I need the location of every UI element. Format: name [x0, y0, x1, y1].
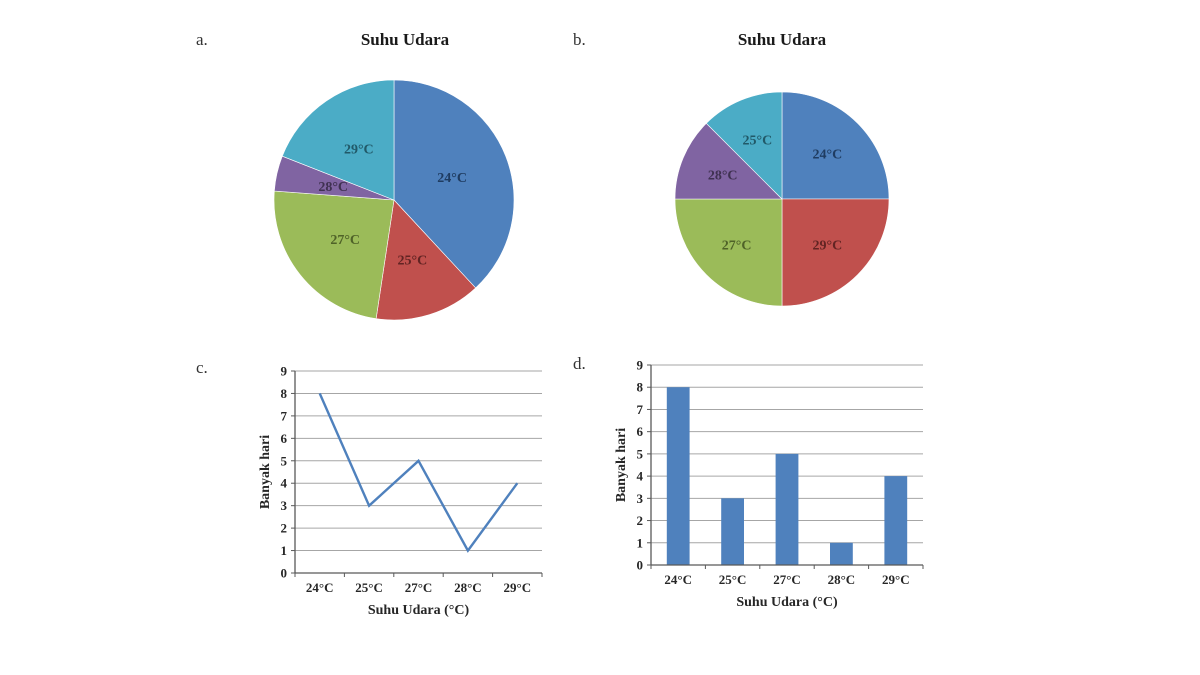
x-axis-title: Suhu Udara (°C) [736, 595, 838, 610]
bar-28c [830, 542, 853, 565]
x-category-label-28c: 28°C [828, 572, 856, 587]
y-tick-label: 9 [637, 358, 644, 373]
pie-slice-label-29c: 29°C [813, 238, 843, 253]
pie-slice-label-28c: 28°C [318, 180, 348, 195]
panel-letter-b: b. [573, 30, 586, 49]
y-tick-label: 3 [281, 498, 288, 513]
y-tick-label: 7 [637, 402, 644, 417]
x-category-label-25c: 25°C [719, 572, 747, 587]
pie-slice-25c [375, 199, 477, 321]
chart-title-a: Suhu Udara [360, 30, 450, 49]
bar-24c [666, 387, 690, 565]
x-category-label-28c: 28°C [454, 580, 482, 595]
x-category-label-24c: 24°C [664, 572, 692, 587]
y-tick-label: 2 [637, 513, 644, 528]
bar-chart-d: 0 1 2 3 4 5 6 7 8 9 24°C 25°C 27°C 28°C 29°C Suhu Udara… [614, 358, 924, 610]
y-tick-label: 5 [281, 453, 288, 468]
y-axis-title: Banyak hari [614, 428, 629, 502]
x-category-label-27c: 27°C [773, 572, 801, 587]
pie-slice-29c [281, 79, 395, 201]
pie-slice-label-25c: 25°C [398, 254, 428, 269]
bar-29c [884, 476, 908, 565]
y-tick-label: 5 [637, 446, 644, 461]
pie-slice-label-24c: 24°C [437, 171, 467, 186]
pie-slice-28c [674, 122, 783, 200]
pie-slice-label-29c: 29°C [344, 142, 374, 157]
pie-slice-27c [674, 198, 783, 307]
pie-slice-label-24c: 24°C [813, 148, 843, 163]
y-tick-label: 8 [281, 386, 288, 401]
x-category-label-29c: 29°C [504, 580, 532, 595]
pie-slice-25c [705, 91, 783, 200]
y-tick-label: 1 [281, 543, 288, 558]
pie-slice-label-27c: 27°C [330, 233, 360, 248]
y-tick-label: 6 [637, 424, 644, 439]
panel-letter-a: a. [196, 30, 208, 49]
x-category-label-25c: 25°C [355, 580, 383, 595]
pie-slice-27c [273, 190, 395, 320]
x-category-label-27c: 27°C [405, 580, 433, 595]
y-tick-label: 2 [281, 521, 288, 536]
y-tick-label: 6 [281, 431, 288, 446]
pie-slice-label-27c: 27°C [722, 238, 752, 253]
bar-27c [775, 453, 799, 565]
y-tick-label: 0 [281, 566, 288, 581]
pie-slice-24c [393, 79, 515, 289]
y-tick-label: 8 [637, 380, 644, 395]
pie-chart-b: 24°C 29°C 27°C 28°C 25°C [674, 91, 890, 307]
x-category-label-24c: 24°C [306, 580, 334, 595]
pie-slice-label-25c: 25°C [743, 134, 773, 149]
y-axis-title: Banyak hari [258, 435, 273, 509]
y-tick-label: 1 [637, 535, 644, 550]
x-category-label-29c: 29°C [882, 572, 910, 587]
y-tick-label: 4 [637, 469, 644, 484]
y-tick-label: 3 [637, 491, 644, 506]
y-tick-label: 0 [637, 558, 644, 573]
y-tick-label: 9 [281, 364, 288, 379]
y-tick-label: 4 [281, 476, 288, 491]
x-axis-title: Suhu Udara (°C) [368, 603, 470, 618]
pie-slice-24c [781, 91, 890, 200]
line-series [318, 392, 519, 553]
pie-slice-29c [781, 198, 890, 307]
bar-25c [721, 498, 744, 565]
pie-chart-a: 24°C 25°C 27°C 28°C 29°C [273, 79, 515, 321]
chart-title-b: Suhu Udara [737, 30, 827, 49]
panel-letter-d: d. [573, 354, 586, 373]
pie-slice-label-28c: 28°C [708, 168, 738, 183]
panel-letter-c: c. [196, 358, 208, 377]
line-chart-c: 0 1 2 3 4 5 6 7 8 9 24°C 25°C 27°C 28°C 29°C Suhu Udara… [258, 364, 543, 618]
y-tick-label: 7 [281, 408, 288, 423]
